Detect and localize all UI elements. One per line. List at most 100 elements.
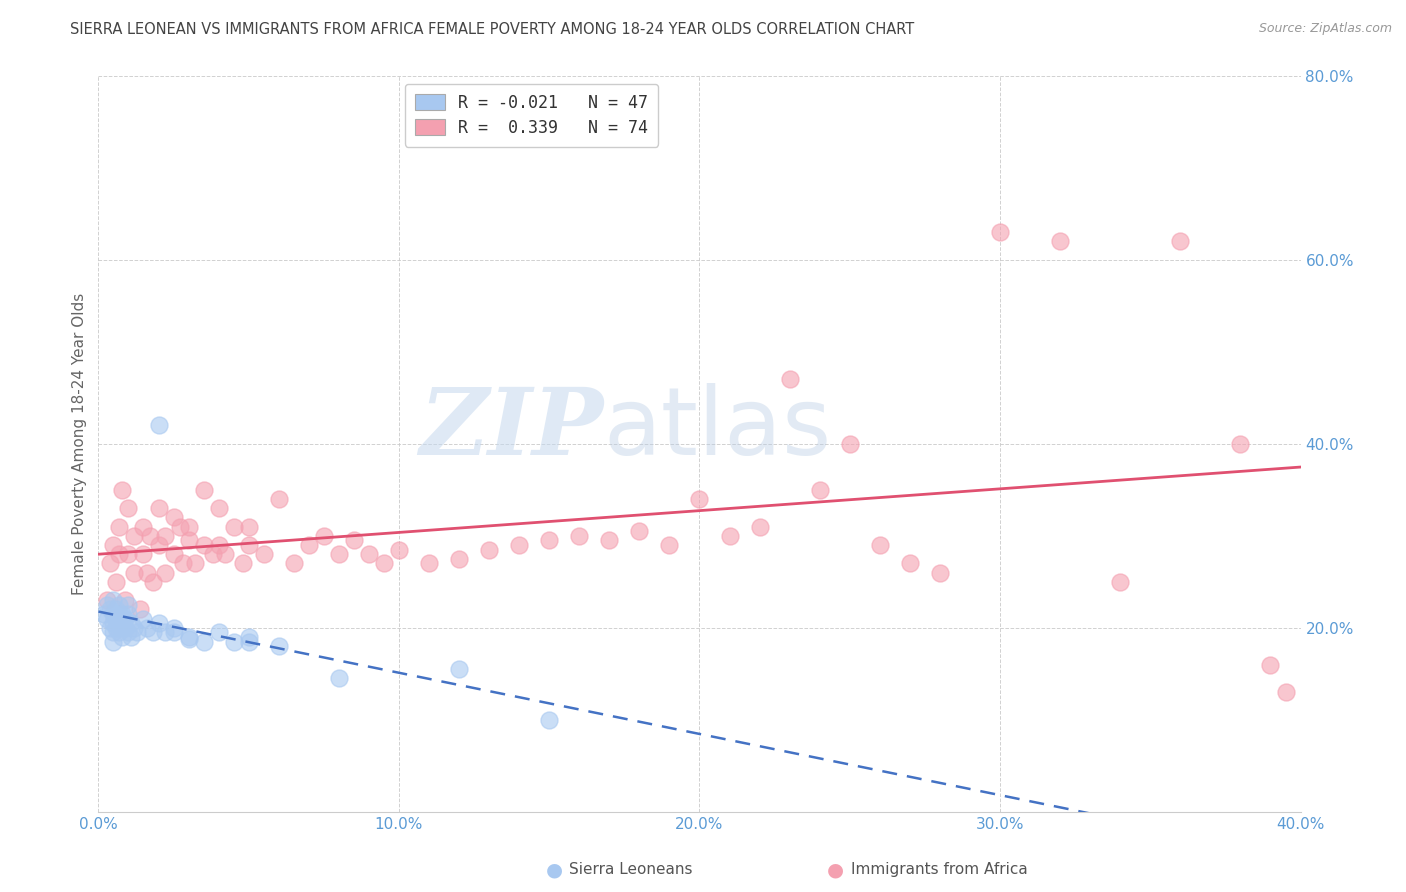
Point xyxy=(838,436,860,450)
Point xyxy=(108,547,131,561)
Point xyxy=(538,713,561,727)
Point xyxy=(328,671,350,685)
Point xyxy=(357,547,380,561)
Point xyxy=(96,593,118,607)
Point xyxy=(103,538,125,552)
Point xyxy=(328,547,350,561)
Point xyxy=(111,616,134,631)
Point xyxy=(718,529,741,543)
Text: Sierra Leoneans: Sierra Leoneans xyxy=(569,863,693,877)
Point xyxy=(103,616,125,631)
Point xyxy=(135,621,157,635)
Point xyxy=(172,557,194,571)
Point xyxy=(1109,574,1132,589)
Point xyxy=(117,501,139,516)
Point xyxy=(141,574,163,589)
Point xyxy=(177,533,200,548)
Point xyxy=(238,634,260,648)
Point xyxy=(127,625,149,640)
Point xyxy=(447,551,470,566)
Point xyxy=(129,602,152,616)
Point xyxy=(418,557,440,571)
Text: Immigrants from Africa: Immigrants from Africa xyxy=(851,863,1028,877)
Point xyxy=(124,566,146,580)
Point xyxy=(808,483,831,497)
Point xyxy=(447,662,470,676)
Point xyxy=(508,538,530,552)
Point xyxy=(598,533,620,548)
Point xyxy=(103,625,125,640)
Point xyxy=(208,538,231,552)
Point xyxy=(111,483,134,497)
Point xyxy=(988,225,1011,239)
Point xyxy=(124,529,146,543)
Point xyxy=(124,621,146,635)
Point xyxy=(898,557,921,571)
Point xyxy=(148,501,170,516)
Point xyxy=(929,566,952,580)
Point xyxy=(1274,685,1296,699)
Point xyxy=(105,602,128,616)
Point xyxy=(1260,657,1282,672)
Point xyxy=(132,611,155,625)
Point xyxy=(177,632,200,646)
Point xyxy=(688,491,710,506)
Point xyxy=(103,634,125,648)
Point xyxy=(1170,235,1192,249)
Point xyxy=(238,630,260,644)
Point xyxy=(103,593,125,607)
Point xyxy=(183,557,205,571)
Point xyxy=(162,510,184,524)
Point xyxy=(253,547,276,561)
Point xyxy=(135,566,157,580)
Text: ●: ● xyxy=(827,860,844,880)
Point xyxy=(538,533,561,548)
Point xyxy=(108,519,131,533)
Point xyxy=(388,542,411,557)
Point xyxy=(232,557,254,571)
Text: ZIP: ZIP xyxy=(419,384,603,474)
Point xyxy=(1049,235,1071,249)
Point xyxy=(628,524,651,538)
Point xyxy=(96,611,118,625)
Point xyxy=(162,547,184,561)
Point xyxy=(208,501,231,516)
Point xyxy=(153,625,176,640)
Point xyxy=(267,639,290,653)
Point xyxy=(105,611,128,625)
Point xyxy=(222,519,245,533)
Point xyxy=(283,557,305,571)
Point xyxy=(298,538,321,552)
Point xyxy=(658,538,681,552)
Point xyxy=(117,547,139,561)
Point xyxy=(114,593,136,607)
Point xyxy=(1229,436,1251,450)
Point xyxy=(153,529,176,543)
Text: ●: ● xyxy=(546,860,562,880)
Point xyxy=(132,547,155,561)
Point xyxy=(478,542,501,557)
Point xyxy=(114,611,136,625)
Point xyxy=(748,519,770,533)
Point xyxy=(108,598,131,612)
Point xyxy=(312,529,335,543)
Point xyxy=(568,529,591,543)
Legend: R = -0.021   N = 47, R =  0.339   N = 74: R = -0.021 N = 47, R = 0.339 N = 74 xyxy=(405,84,658,147)
Point xyxy=(100,602,122,616)
Point xyxy=(148,616,170,631)
Point xyxy=(238,538,260,552)
Point xyxy=(117,598,139,612)
Point xyxy=(121,630,143,644)
Point xyxy=(105,574,128,589)
Point xyxy=(111,630,134,644)
Point xyxy=(141,625,163,640)
Point xyxy=(100,557,122,571)
Point xyxy=(373,557,395,571)
Point xyxy=(177,630,200,644)
Point xyxy=(193,483,215,497)
Point xyxy=(214,547,236,561)
Point xyxy=(162,621,184,635)
Point xyxy=(208,625,231,640)
Point xyxy=(148,538,170,552)
Point xyxy=(779,372,801,386)
